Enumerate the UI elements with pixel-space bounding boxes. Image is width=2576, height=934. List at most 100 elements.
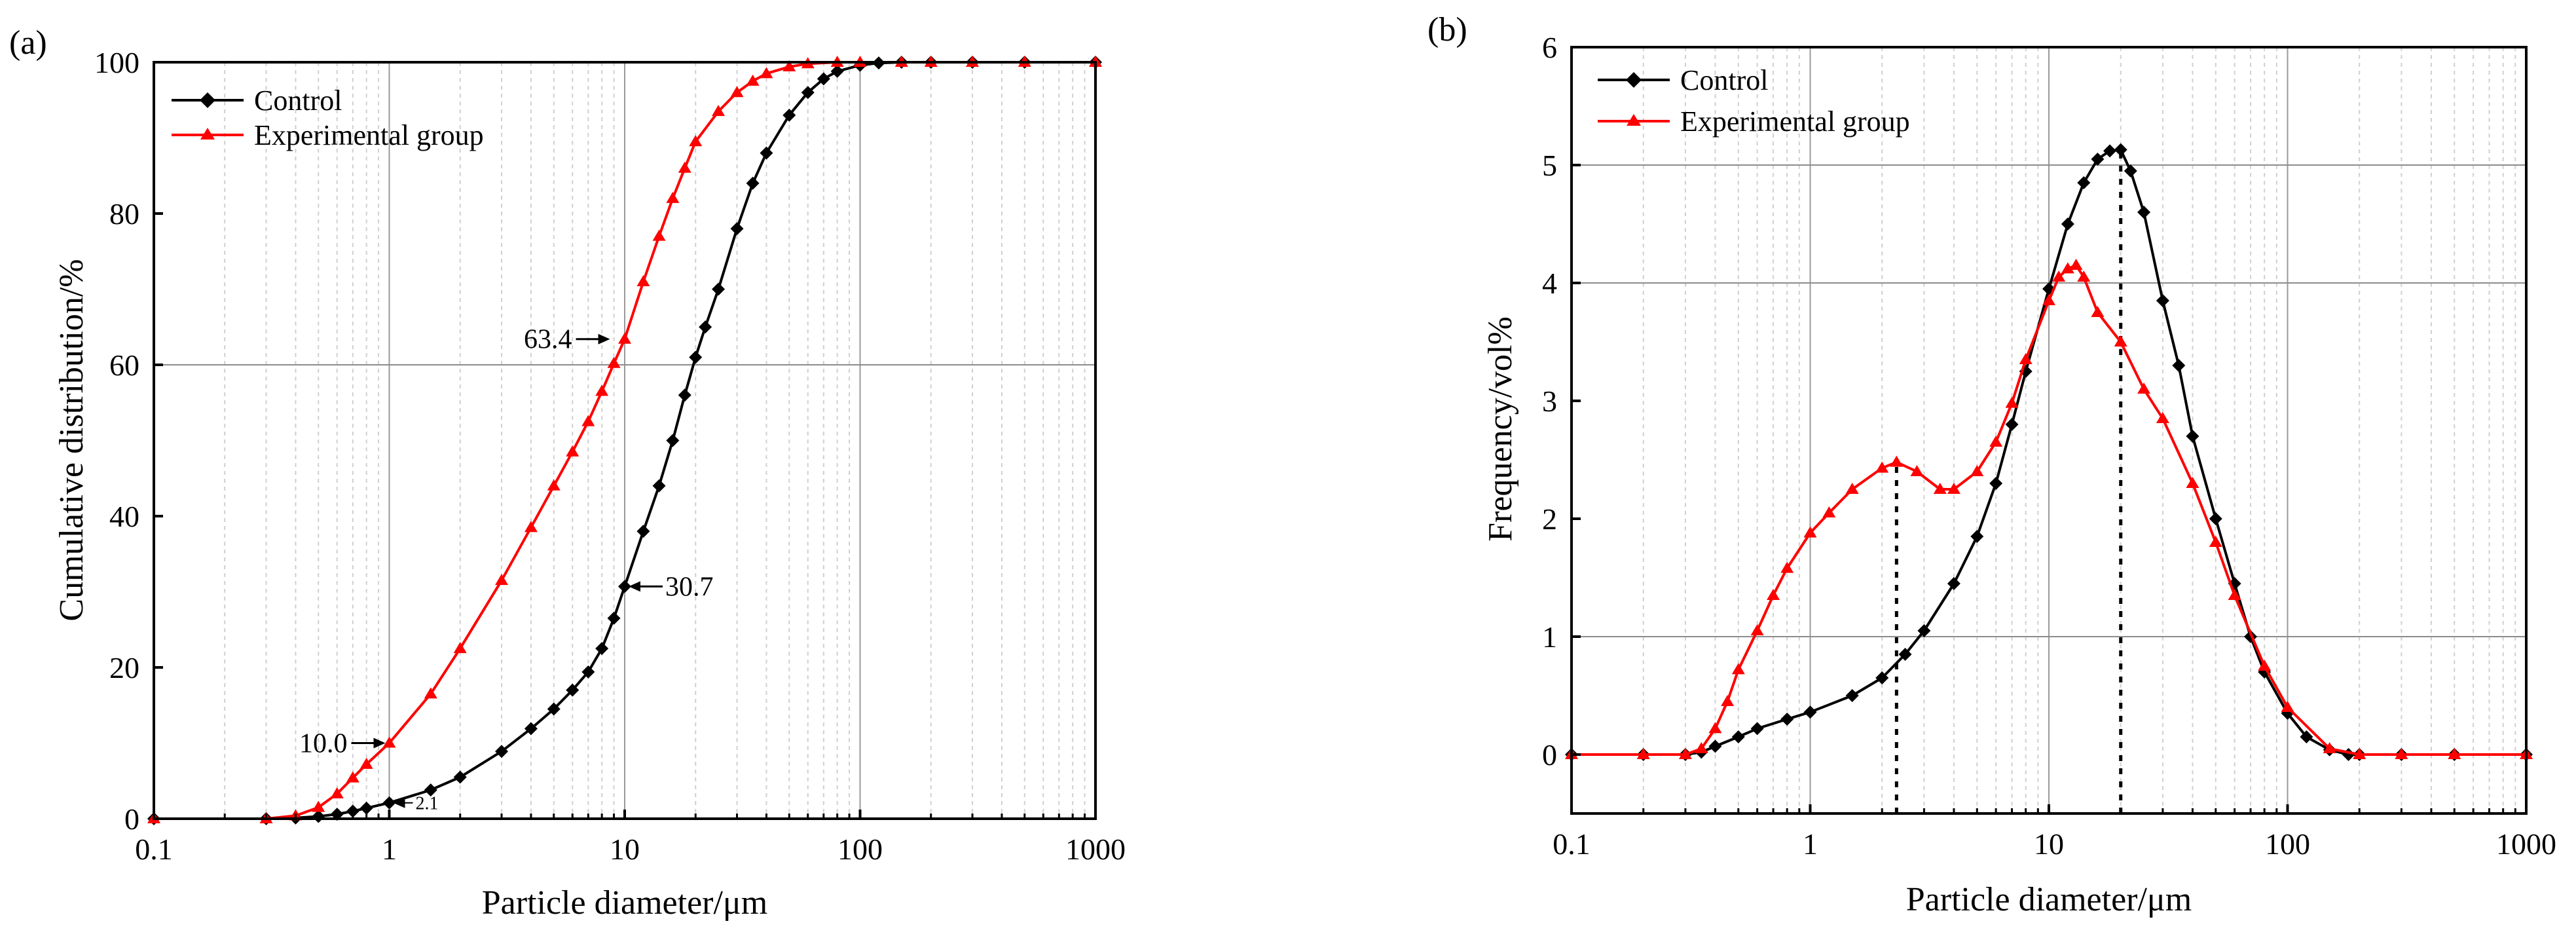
legend-b: Control Experimental group	[1598, 64, 1910, 138]
data-point-experimental	[1933, 483, 1947, 494]
data-point-experimental	[581, 415, 595, 426]
legend-label-control-a: Control	[254, 84, 342, 117]
annotation-label: 30.7	[665, 572, 714, 602]
data-point-experimental	[2323, 742, 2336, 753]
data-point-control	[359, 801, 373, 815]
data-point-control	[495, 745, 509, 758]
data-point-experimental	[678, 161, 691, 173]
data-point-experimental	[1822, 506, 1836, 517]
x-tick-label: 1	[1803, 827, 1818, 861]
data-point-control	[2209, 512, 2222, 525]
data-point-control	[1780, 713, 1794, 726]
data-point-control	[453, 770, 467, 784]
data-point-experimental	[1970, 465, 1984, 476]
data-point-control	[746, 176, 760, 190]
data-point-control	[1875, 671, 1889, 684]
data-point-experimental	[1731, 663, 1745, 675]
data-point-control	[2103, 144, 2117, 158]
x-tick-label: 0.1	[135, 832, 173, 866]
data-point-control	[1898, 648, 1912, 661]
data-point-experimental	[2258, 660, 2272, 671]
data-point-control	[607, 611, 621, 625]
y-tick-label: 6	[1542, 31, 1557, 64]
panel-label-a: (a)	[9, 24, 47, 62]
data-point-experimental	[346, 771, 359, 783]
series-control-b	[1565, 143, 2533, 761]
data-point-experimental	[1875, 461, 1889, 473]
data-point-control	[1731, 730, 1745, 743]
y-tick-label: 3	[1542, 384, 1557, 418]
data-point-control	[1947, 577, 1960, 590]
data-point-experimental	[2281, 701, 2294, 712]
data-point-control	[595, 642, 609, 656]
data-point-control	[1803, 705, 1817, 719]
data-point-experimental	[1780, 561, 1794, 573]
data-point-control	[1917, 624, 1931, 637]
data-point-control	[666, 434, 680, 447]
data-point-experimental	[2209, 536, 2222, 547]
data-point-experimental	[2114, 335, 2127, 346]
legend-label-experimental-b: Experimental group	[1680, 105, 1910, 138]
data-point-experimental	[1750, 624, 1764, 635]
data-point-experimental	[2005, 396, 2019, 408]
annotation-arrowhead	[373, 738, 386, 749]
data-point-experimental	[1803, 526, 1817, 538]
y-tick-label: 20	[109, 651, 139, 684]
data-point-experimental	[547, 479, 561, 491]
data-point-control	[712, 282, 726, 296]
data-point-experimental	[359, 757, 373, 769]
data-point-control	[547, 702, 561, 716]
annotation-arrowhead	[393, 797, 405, 808]
annotation-arrowhead	[598, 333, 610, 345]
data-point-experimental	[1947, 483, 1960, 494]
data-point-experimental	[2019, 353, 2033, 364]
data-point-control	[2124, 164, 2137, 177]
y-tick-label: 5	[1542, 149, 1557, 182]
data-point-control	[1845, 689, 1859, 702]
annotation-arrowhead	[629, 581, 640, 592]
data-point-control	[1989, 477, 2003, 490]
x-tick-label: 1000	[1065, 832, 1126, 866]
data-point-experimental	[312, 800, 325, 812]
y-tick-label: 1	[1542, 620, 1557, 654]
data-point-experimental	[712, 105, 726, 117]
data-point-control	[2114, 143, 2127, 157]
data-point-experimental	[730, 86, 744, 98]
data-point-control	[2077, 176, 2091, 189]
peak-lines-b	[1894, 153, 2123, 813]
data-point-control	[424, 783, 437, 797]
data-point-experimental	[760, 67, 773, 79]
data-point-control	[1708, 739, 1722, 753]
data-point-experimental	[1845, 483, 1859, 494]
data-point-experimental	[636, 274, 650, 286]
data-point-control	[2156, 294, 2169, 307]
ticks-a: 0.1 1 10 100 1000 0 20 40 60 80 100	[94, 46, 1126, 866]
data-point-experimental	[1636, 748, 1650, 759]
data-point-experimental	[1678, 748, 1692, 759]
data-point-experimental	[424, 687, 437, 699]
data-point-experimental	[495, 574, 509, 586]
data-point-experimental	[689, 135, 703, 147]
y-axis-title-a: Cumulative distribution/%	[53, 259, 90, 621]
data-point-control	[346, 804, 359, 818]
data-point-experimental	[382, 736, 396, 748]
data-point-control	[782, 108, 796, 122]
panel-label-b: (b)	[1427, 11, 1467, 48]
annotation-label: 63.4	[524, 325, 572, 355]
data-point-experimental	[1708, 722, 1722, 734]
y-tick-label: 80	[109, 197, 139, 231]
legend-label-experimental-a: Experimental group	[254, 119, 484, 151]
data-point-control	[760, 146, 773, 160]
x-tick-label: 1000	[2496, 827, 2556, 861]
data-point-control	[817, 72, 830, 86]
y-tick-label: 4	[1542, 267, 1557, 300]
data-point-control	[2172, 359, 2186, 372]
data-point-control	[2005, 418, 2019, 431]
legend-control-marker-b	[1626, 72, 1642, 88]
annotation-label: 2.1	[416, 794, 439, 814]
data-point-experimental	[2186, 477, 2199, 488]
data-point-experimental	[746, 74, 760, 86]
data-point-experimental	[2077, 271, 2091, 282]
data-point-control	[689, 350, 703, 364]
data-point-experimental	[2069, 259, 2083, 270]
